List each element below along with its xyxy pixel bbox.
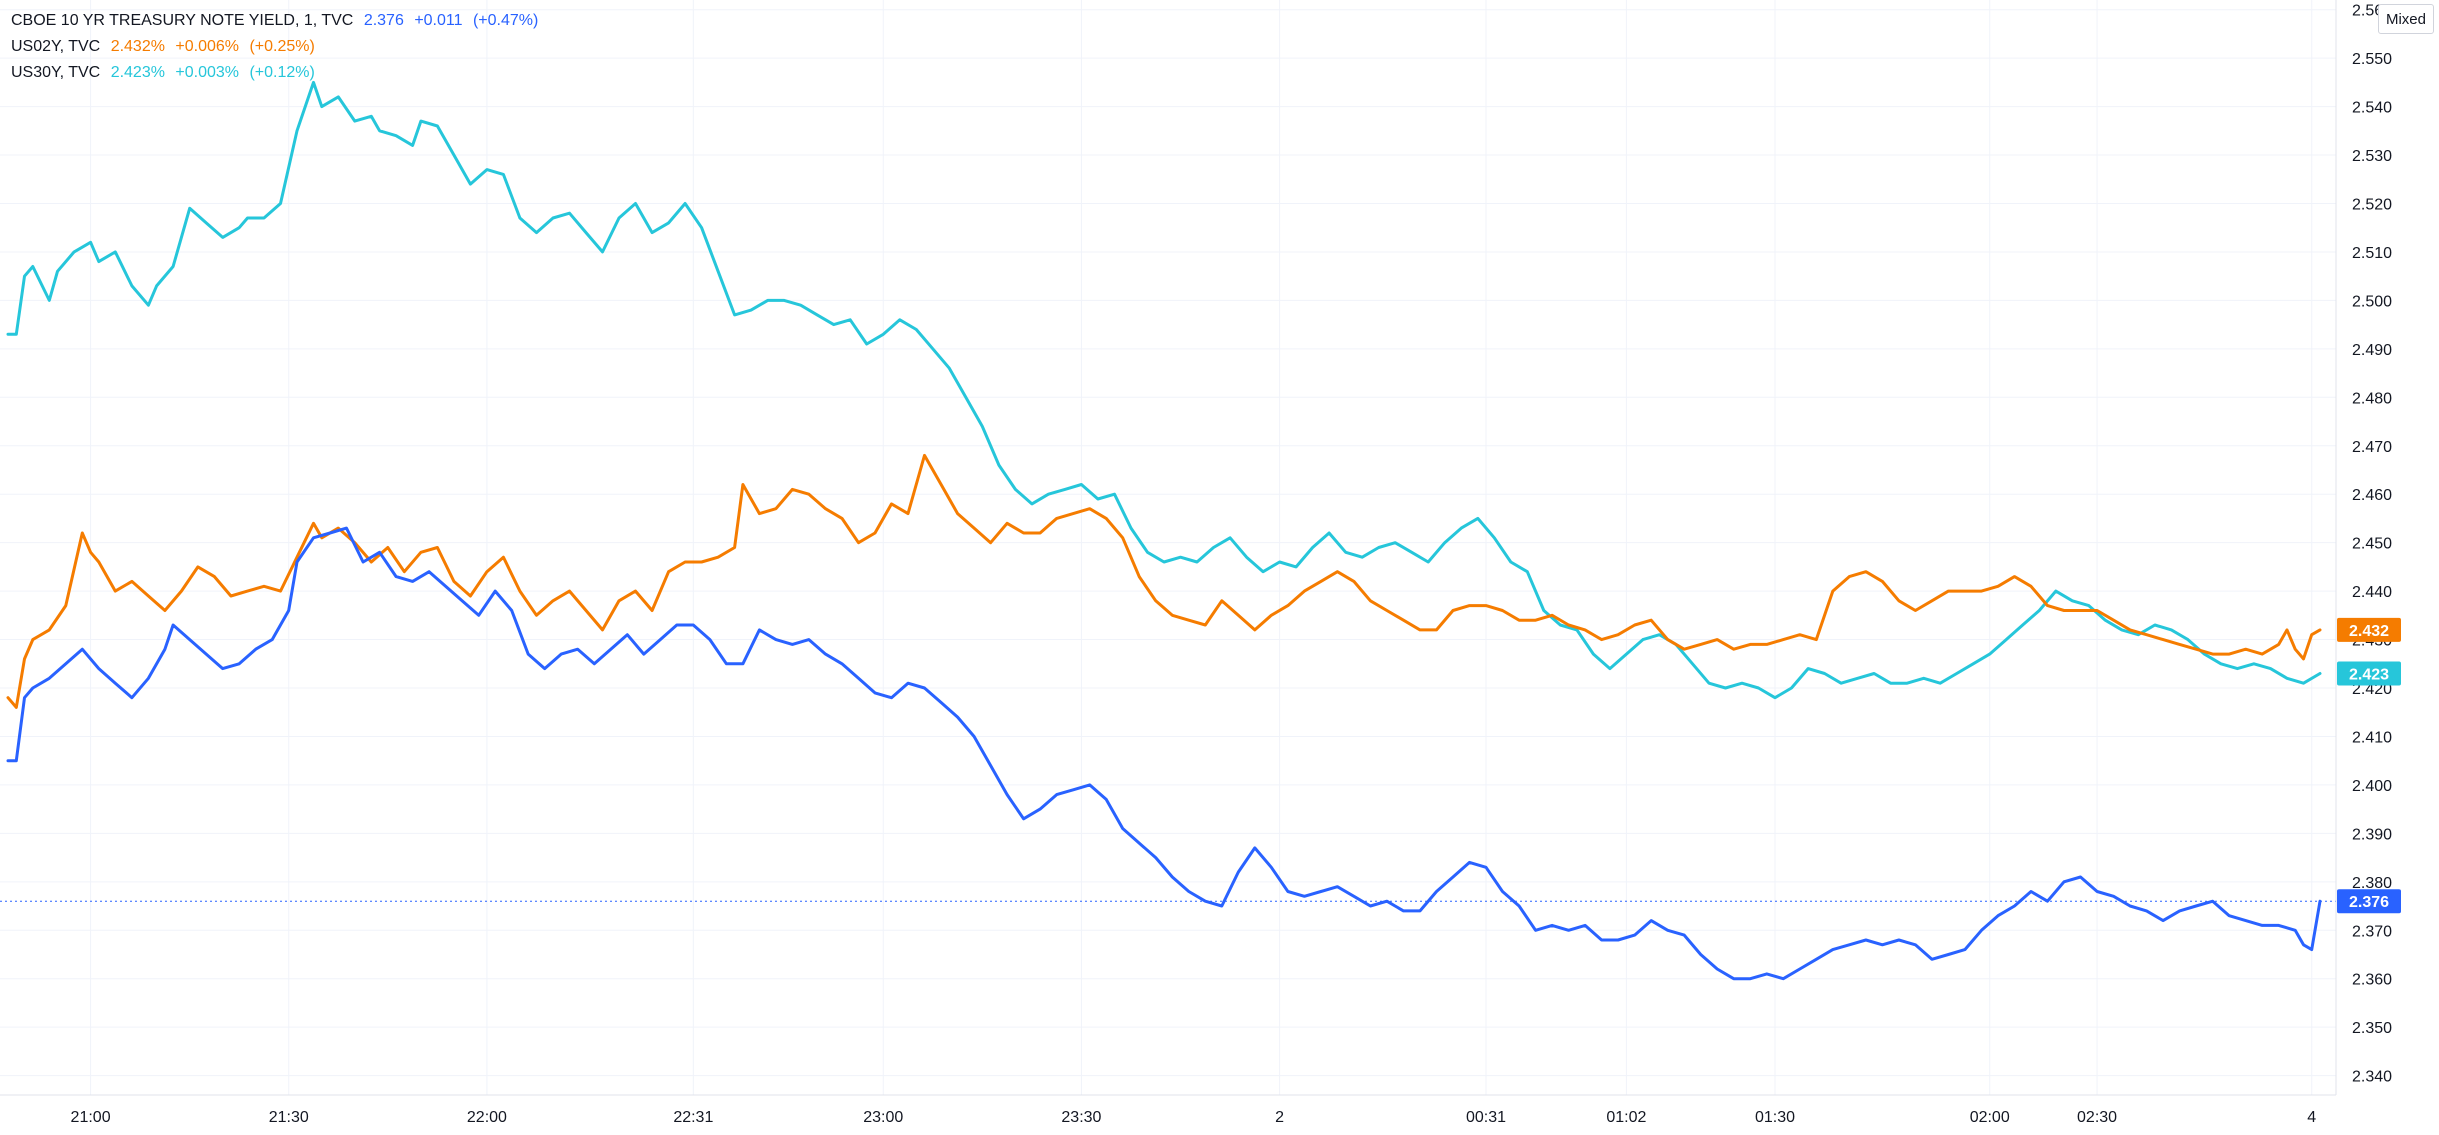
legend-row-us02y[interactable]: US02Y, TVC 2.432% +0.006% (+0.25%) [11, 34, 544, 60]
y-tick-label: 2.450 [2352, 536, 2392, 553]
x-tick-label: 23:00 [863, 1109, 903, 1126]
x-tick-label: 2 [1275, 1109, 1284, 1126]
grid [0, 0, 2336, 1095]
legend-change: +0.003% [175, 64, 240, 81]
y-tick-label: 2.490 [2352, 342, 2392, 359]
y-tick-label: 2.410 [2352, 729, 2392, 746]
series-line-1 [6, 453, 2322, 709]
y-tick-label: 2.360 [2352, 972, 2392, 989]
y-tick-label: 2.520 [2352, 196, 2392, 213]
legend-pct: (+0.12%) [249, 64, 315, 81]
y-tick-label: 2.510 [2352, 245, 2392, 262]
legend-name: CBOE 10 YR TREASURY NOTE YIELD, 1, TVC [11, 12, 354, 29]
series-line-2 [6, 526, 2322, 981]
scale-mode-button[interactable]: Mixed [2378, 4, 2434, 34]
price-tag-label: 2.432 [2349, 623, 2389, 640]
x-tick-label: 4 [2307, 1109, 2316, 1126]
legend-value: 2.376 [363, 12, 404, 29]
x-tick-label: 01:02 [1606, 1109, 1646, 1126]
price-tag-label: 2.423 [2349, 666, 2389, 683]
legend-value: 2.432% [110, 38, 165, 55]
legend-name: US30Y, TVC [11, 64, 101, 81]
y-tick-label: 2.460 [2352, 487, 2392, 504]
y-tick-label: 2.530 [2352, 148, 2392, 165]
legend-pct: (+0.47%) [472, 12, 539, 29]
legend: CBOE 10 YR TREASURY NOTE YIELD, 1, TVC 2… [11, 8, 544, 86]
y-tick-label: 2.540 [2352, 100, 2392, 117]
y-tick-label: 2.370 [2352, 923, 2392, 940]
y-tick-label: 2.550 [2352, 51, 2392, 68]
series-layer [6, 80, 2322, 981]
price-tag [2337, 661, 2401, 686]
x-tick-label: 23:30 [1061, 1109, 1101, 1126]
x-tick-label: 21:30 [269, 1109, 309, 1126]
y-tick-label: 2.380 [2352, 875, 2392, 892]
y-tick-label: 2.400 [2352, 778, 2392, 795]
x-tick-label: 02:00 [1970, 1109, 2010, 1126]
y-tick-label: 2.390 [2352, 826, 2392, 843]
legend-value: 2.423% [110, 64, 165, 81]
y-tick-label: 2.340 [2352, 1069, 2392, 1086]
y-tick-label: 2.500 [2352, 293, 2392, 310]
legend-change: +0.006% [175, 38, 240, 55]
legend-name: US02Y, TVC [11, 38, 101, 55]
price-tag [2337, 617, 2401, 642]
legend-row-us10y[interactable]: CBOE 10 YR TREASURY NOTE YIELD, 1, TVC 2… [11, 8, 544, 34]
series-line-0 [6, 80, 2322, 700]
x-tick-label: 21:00 [71, 1109, 111, 1126]
time-axis[interactable]: 21:00 21:30 22:00 22:31 23:00 23:30 2 00:31 01:0… [71, 1109, 2317, 1126]
x-tick-label: 22:31 [673, 1109, 713, 1126]
price-tag-label: 2.376 [2349, 894, 2389, 911]
legend-row-us30y[interactable]: US30Y, TVC 2.423% +0.003% (+0.12%) [11, 60, 544, 86]
y-tick-label: 2.470 [2352, 439, 2392, 456]
y-tick-label: 2.440 [2352, 584, 2392, 601]
x-tick-label: 01:30 [1755, 1109, 1795, 1126]
x-tick-label: 02:30 [2077, 1109, 2117, 1126]
y-tick-label: 2.480 [2352, 390, 2392, 407]
legend-change: +0.011 [414, 12, 463, 29]
legend-pct: (+0.25%) [249, 38, 315, 55]
price-tag [2337, 889, 2401, 914]
price-tags: 2.432 2.423 2.376 [2337, 617, 2401, 914]
x-tick-label: 00:31 [1466, 1109, 1506, 1126]
y-tick-label: 2.350 [2352, 1020, 2392, 1037]
price-axis[interactable]: 2.340 2.350 2.360 2.370 2.380 2.390 2.400 2.410… [2352, 3, 2392, 1086]
x-tick-label: 22:00 [467, 1109, 507, 1126]
